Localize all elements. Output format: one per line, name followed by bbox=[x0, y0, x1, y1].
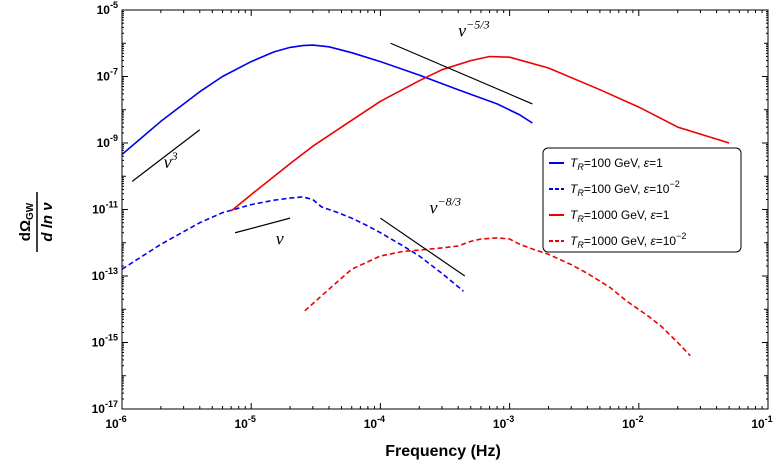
legend-label: TR=100 GeV, ε=10−2 bbox=[570, 179, 680, 198]
series-3 bbox=[230, 55, 730, 212]
legend-entry: TR=1000 GeV, ε=10−2 bbox=[549, 231, 686, 250]
y-tick-label: 10-17 bbox=[92, 399, 118, 416]
x-tick-label: 10-1 bbox=[751, 414, 772, 431]
y-tick-label: 10-9 bbox=[97, 133, 118, 150]
x-tick-label: 10-5 bbox=[235, 414, 256, 431]
x-axis-label: Frequency (Hz) bbox=[385, 443, 501, 460]
legend-box bbox=[542, 147, 742, 253]
legend-label: TR=1000 GeV, ε=1 bbox=[570, 208, 670, 224]
y-tick-labels: 10-5 10-7 10-9 10-11 10-13 10-15 10-17 bbox=[92, 0, 118, 416]
series-line bbox=[121, 196, 465, 292]
series-line bbox=[121, 44, 533, 156]
y-tick-label: 10-5 bbox=[97, 0, 118, 17]
slope-guide-nu: ν bbox=[234, 217, 291, 248]
slope-guide-nu-8/3: ν−8/3 bbox=[380, 195, 466, 277]
legend-entry: TR=100 GeV, ε=1 bbox=[549, 156, 663, 172]
y-axis-label-denominator: d ln ν bbox=[39, 202, 56, 242]
legend-entry: TR=100 GeV, ε=10−2 bbox=[549, 179, 680, 198]
legend-entry: TR=1000 GeV, ε=1 bbox=[549, 208, 670, 224]
y-tick-label: 10-7 bbox=[97, 67, 118, 84]
series-line bbox=[304, 237, 691, 357]
y-axis-label: dΩGW d ln ν bbox=[17, 192, 56, 252]
series-line bbox=[230, 55, 730, 212]
series-2 bbox=[121, 196, 465, 292]
legend-label: TR=1000 GeV, ε=10−2 bbox=[570, 231, 686, 250]
slope-guide-label: ν3 bbox=[164, 149, 178, 172]
x-tick-label: 10-4 bbox=[364, 414, 385, 431]
y-tick-label: 10-13 bbox=[92, 266, 118, 283]
slope-guide-label: ν−8/3 bbox=[430, 195, 461, 218]
legend: TR=100 GeV, ε=1 TR=100 GeV, ε=10−2 TR=1000… bbox=[542, 147, 742, 253]
slope-guide-nu-5/3: ν−5/3 bbox=[390, 17, 533, 105]
x-tick-label: 10-6 bbox=[105, 414, 126, 431]
slope-guide-label: ν−5/3 bbox=[458, 17, 489, 40]
series-4 bbox=[304, 237, 691, 357]
slope-guides: ν3 ν−5/3 ν ν−8/3 bbox=[131, 17, 533, 277]
x-tick-label: 10-2 bbox=[622, 414, 643, 431]
tick-marks bbox=[121, 9, 769, 410]
slope-guide-line bbox=[131, 129, 201, 182]
slope-guide-line bbox=[380, 217, 466, 277]
slope-guide-nu3: ν3 bbox=[131, 129, 201, 182]
x-tick-labels: 10-6 10-5 10-4 10-3 10-2 10-1 bbox=[105, 414, 772, 431]
slope-guide-line bbox=[234, 217, 291, 234]
data-series bbox=[121, 44, 730, 357]
y-axis-label-numerator: dΩGW bbox=[17, 202, 36, 241]
x-tick-label: 10-3 bbox=[493, 414, 514, 431]
y-tick-label: 10-11 bbox=[92, 200, 118, 217]
legend-label: TR=100 GeV, ε=1 bbox=[570, 156, 663, 172]
y-tick-label: 10-15 bbox=[92, 333, 118, 350]
slope-guide-line bbox=[390, 42, 533, 105]
slope-guide-label: ν bbox=[276, 228, 284, 248]
series-1 bbox=[121, 44, 533, 156]
